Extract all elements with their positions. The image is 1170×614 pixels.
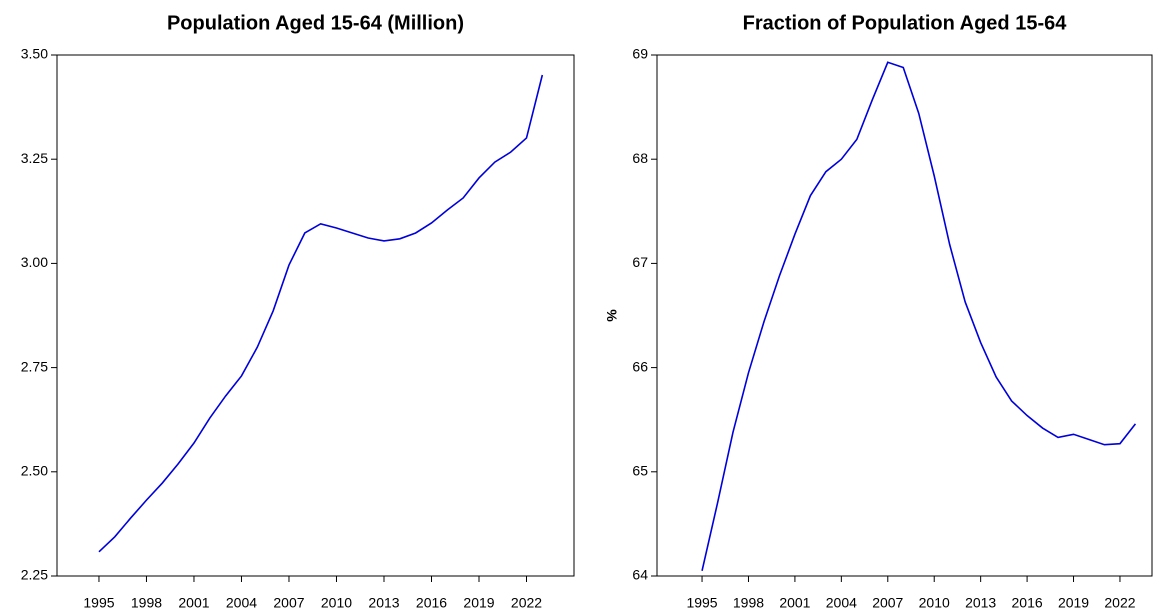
- y-tick-label: 69: [632, 46, 648, 62]
- y-axis-label: %: [604, 309, 620, 322]
- y-tick-label: 68: [632, 150, 648, 166]
- y-tick-label: 2.75: [21, 358, 48, 374]
- plot-frame: [656, 54, 1153, 577]
- x-tick-label: 2016: [416, 595, 447, 611]
- y-tick-label: 2.25: [21, 567, 48, 583]
- x-tick-label: 2013: [368, 595, 399, 611]
- x-tick-label: 2022: [511, 595, 542, 611]
- x-tick-label: 2022: [1104, 595, 1135, 611]
- x-tick-label: 2004: [226, 595, 257, 611]
- x-tick-label: 2001: [178, 595, 209, 611]
- x-tick-label: 2013: [965, 595, 996, 611]
- chart-title: Population Aged 15-64 (Million): [167, 12, 464, 34]
- y-tick-label: 3.25: [21, 150, 48, 166]
- chart-title: Fraction of Population Aged 15-64: [743, 12, 1068, 34]
- x-tick-label: 2010: [321, 595, 352, 611]
- y-tick-label: 3.50: [21, 46, 48, 62]
- x-tick-label: 1998: [131, 595, 162, 611]
- plot-frame: [56, 54, 575, 577]
- x-tick-label: 2016: [1012, 595, 1043, 611]
- y-tick-label: 65: [632, 463, 648, 479]
- x-tick-label: 1995: [83, 595, 114, 611]
- data-line: [701, 61, 1137, 571]
- x-tick-label: 2004: [826, 595, 857, 611]
- y-tick-label: 66: [632, 358, 648, 374]
- x-tick-label: 1998: [733, 595, 764, 611]
- y-tick-label: 64: [632, 567, 648, 583]
- x-tick-label: 2019: [1058, 595, 1089, 611]
- x-tick-label: 1995: [686, 595, 717, 611]
- y-tick-label: 67: [632, 254, 648, 270]
- y-tick-label: 2.50: [21, 463, 48, 479]
- x-tick-label: 2001: [779, 595, 810, 611]
- data-line: [98, 74, 544, 553]
- x-tick-label: 2019: [463, 595, 494, 611]
- y-tick-label: 3.00: [21, 254, 48, 270]
- x-tick-label: 2007: [273, 595, 304, 611]
- x-tick-label: 2007: [872, 595, 903, 611]
- x-tick-label: 2010: [919, 595, 950, 611]
